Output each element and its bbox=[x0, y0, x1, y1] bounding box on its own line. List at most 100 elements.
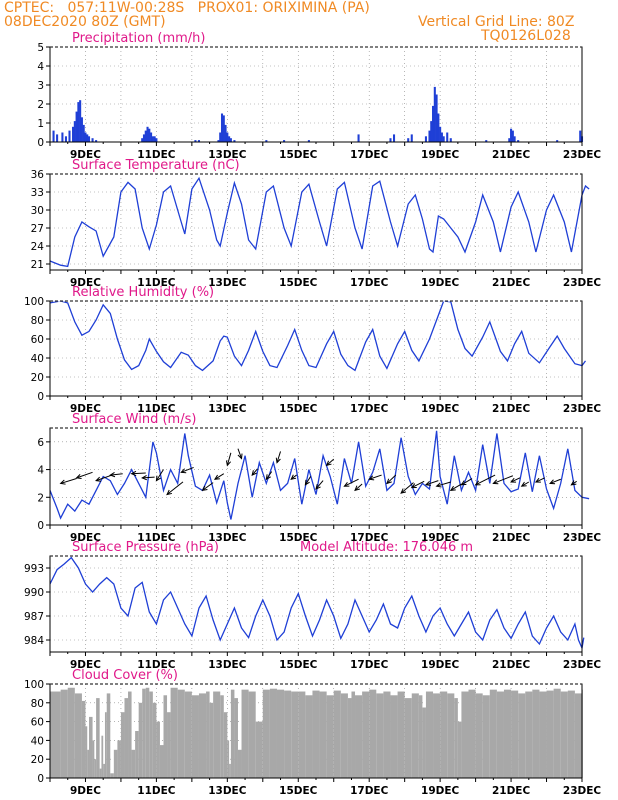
pressure-series-line bbox=[49, 556, 585, 651]
cloud-bar bbox=[468, 689, 476, 778]
wind-arrow bbox=[386, 474, 397, 484]
precip-bar bbox=[86, 134, 89, 142]
wind-arrowhead bbox=[275, 457, 281, 464]
cloud-xtick-label: 13DEC bbox=[208, 785, 247, 797]
precip-bar bbox=[485, 140, 488, 142]
wind-arrowhead bbox=[368, 475, 375, 481]
temperature-xtick-label: 19DEC bbox=[421, 277, 460, 289]
wind-arrowhead bbox=[400, 488, 407, 494]
cloud-ytick-label: 60 bbox=[31, 717, 44, 729]
precip-bar bbox=[197, 140, 200, 142]
cloud-bar bbox=[475, 693, 483, 778]
precip-ytick-label: 3 bbox=[37, 80, 44, 92]
wind-arrow bbox=[76, 471, 93, 479]
cloud-bar bbox=[376, 693, 384, 778]
precip-ytick-label: 4 bbox=[37, 61, 44, 73]
temperature-ytick-label: 21 bbox=[31, 259, 44, 271]
wind-arrow bbox=[142, 476, 155, 479]
precip-bar bbox=[77, 102, 80, 142]
precip-xtick-label: 23DEC bbox=[563, 149, 602, 161]
wind-arrow bbox=[450, 483, 462, 491]
cloud-ytick-label: 40 bbox=[31, 735, 44, 747]
cloud-bar bbox=[411, 693, 419, 778]
precip-xtick-label: 15DEC bbox=[279, 149, 318, 161]
cloud-bar bbox=[234, 698, 238, 778]
wind-xtick-label: 23DEC bbox=[563, 532, 602, 544]
precip-bar bbox=[146, 126, 149, 142]
precip-bar bbox=[410, 134, 413, 142]
wind-arrow bbox=[510, 477, 521, 483]
precip-bar bbox=[511, 130, 514, 142]
precip-bar bbox=[194, 140, 197, 142]
wind-arrow bbox=[411, 480, 425, 489]
cloud-xtick-label: 21DEC bbox=[492, 785, 531, 797]
humidity-ytick-label: 40 bbox=[31, 353, 44, 365]
humidity-xtick-label: 17DEC bbox=[350, 403, 389, 415]
precip-ytick-label: 1 bbox=[37, 118, 44, 130]
cloud-bar bbox=[101, 735, 104, 778]
cloud-bar bbox=[269, 688, 277, 778]
wind-arrow bbox=[181, 466, 194, 473]
wind-arrow bbox=[214, 473, 225, 480]
header-grid-note: Vertical Grid Line: 80Z bbox=[418, 14, 575, 30]
cloud-bar bbox=[447, 693, 455, 778]
wind-arrowhead bbox=[237, 453, 243, 460]
cloud-ytick-label: 20 bbox=[31, 754, 44, 766]
precip-bar bbox=[142, 134, 146, 142]
cloud-bar bbox=[209, 702, 214, 778]
cloud-bar bbox=[461, 691, 469, 778]
temperature-series-line bbox=[49, 176, 590, 268]
cloud-bar bbox=[220, 695, 224, 778]
wind-arrowhead bbox=[549, 479, 556, 485]
wind-arrowhead bbox=[290, 474, 297, 480]
wind-title: Surface Wind (m/s) bbox=[72, 412, 196, 427]
cloud-bar bbox=[159, 745, 164, 778]
cloud-bar bbox=[230, 689, 235, 778]
precip-title: Precipitation (mm/h) bbox=[72, 31, 205, 46]
precip-bar bbox=[510, 128, 513, 142]
wind-arrow bbox=[436, 481, 451, 487]
cloud-bar bbox=[152, 702, 157, 778]
cloud-bar bbox=[223, 712, 228, 778]
humidity-ytick-label: 80 bbox=[31, 315, 44, 327]
cloud-bar bbox=[142, 688, 146, 778]
cloud-bar bbox=[422, 707, 426, 778]
precip-bar bbox=[428, 130, 431, 142]
temperature-ytick-label: 24 bbox=[31, 241, 45, 253]
cloud-bar bbox=[433, 693, 441, 778]
cloud-bar bbox=[117, 740, 121, 778]
cloud-ytick-label: 80 bbox=[31, 698, 44, 710]
cloud-bar bbox=[149, 691, 153, 778]
precip-bar bbox=[556, 140, 559, 142]
precip-bar bbox=[228, 136, 231, 142]
precip-bar bbox=[432, 105, 435, 142]
wind-arrow bbox=[155, 469, 164, 481]
cloud-bar bbox=[255, 721, 263, 778]
pressure-ytick-label: 987 bbox=[24, 611, 44, 623]
cloud-bar bbox=[110, 773, 114, 778]
wind-arrow bbox=[60, 478, 77, 484]
wind-arrowhead bbox=[343, 481, 350, 487]
wind-arrowhead bbox=[304, 479, 310, 486]
wind-ytick-label: 0 bbox=[37, 520, 44, 532]
precip-bar bbox=[224, 124, 227, 142]
cloud-bar bbox=[124, 698, 129, 778]
cloud-bar bbox=[457, 721, 462, 778]
humidity-xtick-label: 11DEC bbox=[137, 403, 176, 415]
wind-arrowhead bbox=[492, 479, 499, 485]
cloud-bar bbox=[347, 698, 352, 778]
cloud-bar bbox=[138, 702, 143, 778]
wind-ytick-label: 2 bbox=[37, 492, 44, 504]
cloud-bar bbox=[184, 691, 192, 778]
precip-bar bbox=[79, 100, 82, 142]
cloud-bar bbox=[74, 693, 82, 778]
cloud-bar bbox=[560, 691, 568, 778]
precip-bar bbox=[144, 130, 147, 142]
cloud-bar bbox=[145, 687, 150, 778]
humidity-ytick-label: 0 bbox=[37, 391, 44, 403]
cloud-bar bbox=[532, 689, 540, 778]
cloud-bar bbox=[94, 759, 97, 778]
humidity-ytick-label: 100 bbox=[24, 296, 44, 308]
cloud-xtick-label: 9DEC bbox=[70, 785, 101, 797]
cloud-bar bbox=[312, 690, 320, 778]
